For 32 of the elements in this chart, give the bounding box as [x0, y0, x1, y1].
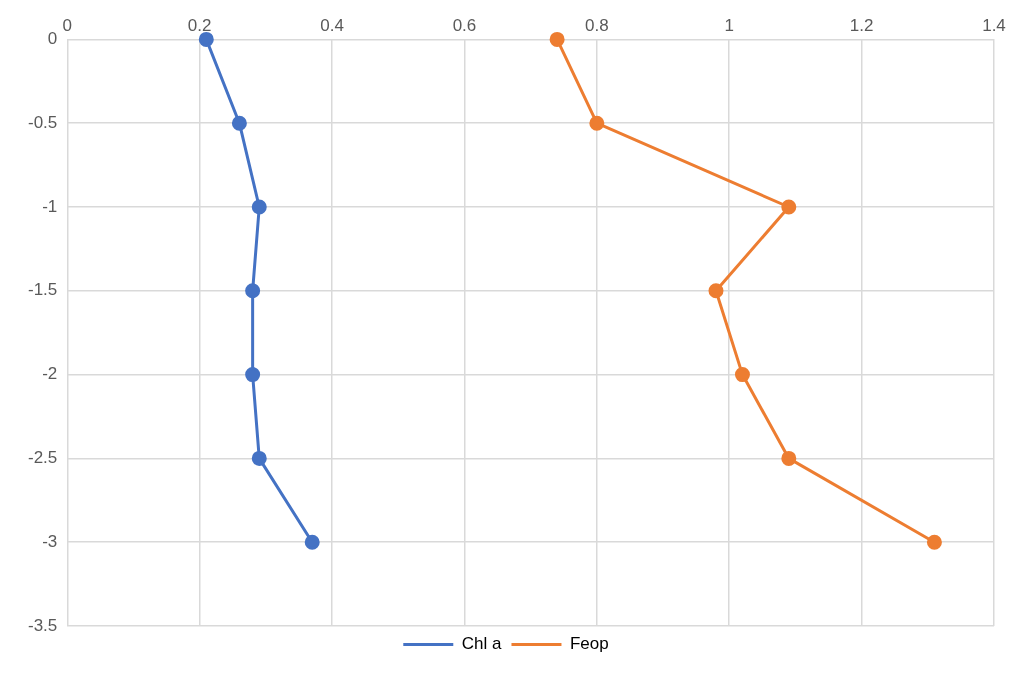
- point: [781, 199, 797, 215]
- x-tick-label: 0: [62, 15, 73, 35]
- y-tick-label: 0: [47, 29, 58, 49]
- point: [708, 283, 724, 299]
- y-tick-label: -0.5: [28, 112, 58, 132]
- point: [245, 367, 261, 383]
- x-tick-label: 1.4: [982, 15, 1006, 35]
- x-tick-label: 1.2: [849, 15, 874, 35]
- x-tick-label: 1: [724, 15, 734, 35]
- point: [245, 283, 261, 299]
- point: [589, 115, 605, 131]
- point: [781, 450, 797, 466]
- point: [549, 31, 565, 47]
- point: [926, 534, 942, 550]
- point: [251, 199, 267, 215]
- x-tick-label: 0.4: [320, 15, 344, 35]
- point: [304, 534, 320, 550]
- y-tick-label: -2.5: [28, 448, 58, 468]
- point: [231, 115, 247, 131]
- legend-label: Feop: [569, 634, 609, 654]
- point: [734, 367, 750, 383]
- y-tick-label: -3: [42, 531, 58, 551]
- legend-label: Chl a: [461, 634, 503, 654]
- y-tick-label: -3.5: [28, 615, 58, 635]
- x-tick-label: 0.2: [187, 15, 212, 35]
- y-tick-label: -2: [42, 364, 58, 384]
- y-tick-label: -1.5: [28, 280, 58, 300]
- x-tick-label: 0.6: [452, 15, 477, 35]
- point: [198, 31, 214, 47]
- point: [251, 450, 267, 466]
- y-tick-label: -1: [42, 196, 58, 216]
- x-tick-label: 0.8: [585, 15, 609, 35]
